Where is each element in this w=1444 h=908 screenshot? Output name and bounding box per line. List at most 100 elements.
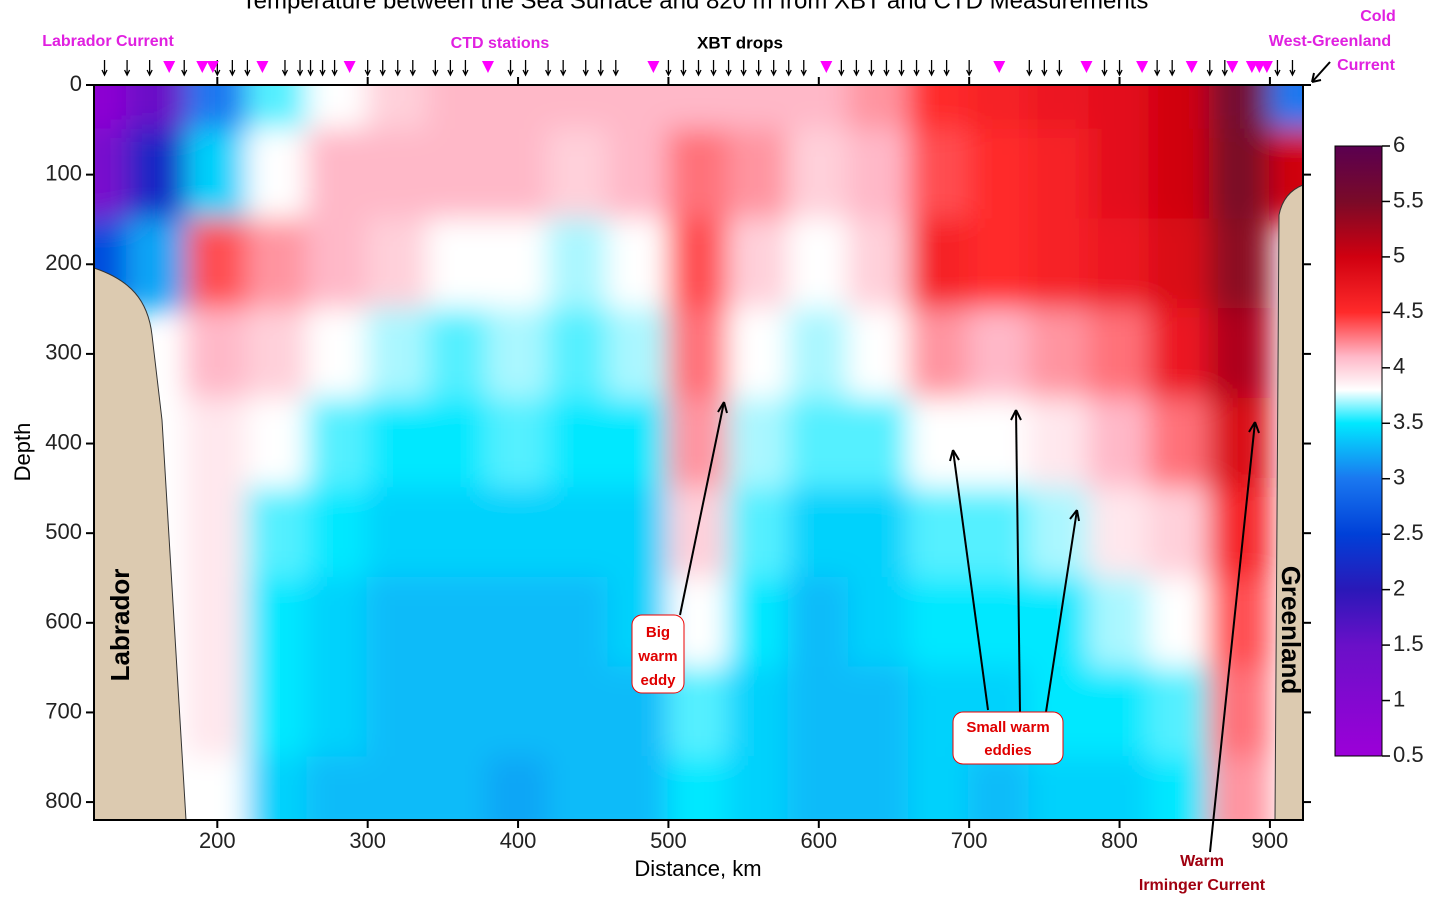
plot-frame xyxy=(93,84,1304,821)
xbt-drop xyxy=(146,60,153,77)
heat-cell xyxy=(1208,218,1271,311)
heat-cell xyxy=(968,128,1031,221)
heat-cell xyxy=(186,487,249,579)
xbt-drop xyxy=(943,60,950,77)
xbt-drop xyxy=(296,60,304,77)
xbt-drop xyxy=(181,60,188,77)
heat-cell xyxy=(246,756,309,820)
heat-cell xyxy=(366,397,429,490)
heat-cell xyxy=(1148,576,1211,669)
heat-cell xyxy=(426,218,489,311)
heat-cell xyxy=(486,128,550,221)
heat-cell xyxy=(246,576,309,669)
heat-cell xyxy=(186,85,249,131)
heat-cell xyxy=(1208,666,1271,759)
heat-cell xyxy=(486,397,550,490)
heat-cell xyxy=(607,487,670,579)
x-tick-label: 800 xyxy=(1101,828,1138,853)
heat-cell xyxy=(426,85,489,131)
heat-cell xyxy=(727,666,790,759)
xbt-drop xyxy=(785,60,792,77)
heat-cell xyxy=(727,308,790,400)
heat-cell xyxy=(306,576,369,669)
heat-cell xyxy=(306,666,369,759)
xbt-drop xyxy=(319,60,326,77)
heat-cell xyxy=(968,308,1031,400)
heat-cell xyxy=(366,487,429,579)
y-tick-label: 200 xyxy=(45,250,82,275)
heat-cell xyxy=(908,128,971,221)
xbt-drop xyxy=(770,60,777,77)
xbt-drop xyxy=(1056,60,1063,77)
heat-cell xyxy=(426,128,489,221)
heat-cell xyxy=(1148,218,1211,311)
xbt-drop xyxy=(394,60,401,77)
heat-cell xyxy=(787,128,850,221)
heat-cell xyxy=(667,128,730,221)
xbt-drop xyxy=(582,60,589,77)
xbt-drop xyxy=(710,60,717,77)
heat-cell xyxy=(968,576,1031,669)
xbt-drop xyxy=(1101,60,1108,77)
y-tick-label: 700 xyxy=(45,698,82,723)
heat-cell xyxy=(306,218,369,311)
x-tick-label: 400 xyxy=(500,828,537,853)
heat-cell xyxy=(607,128,670,221)
xbt-drop xyxy=(281,60,289,77)
xbt-drop xyxy=(725,60,732,77)
xbt-drop xyxy=(522,60,529,77)
heat-cell xyxy=(246,666,309,759)
colorbar xyxy=(1334,145,1383,757)
heat-cell xyxy=(1088,756,1151,820)
heat-cell xyxy=(1088,218,1151,311)
x-tick-label: 300 xyxy=(349,828,386,853)
xbt-drop xyxy=(883,60,890,77)
xbt-drop xyxy=(560,60,567,77)
heat-cell xyxy=(246,128,309,221)
heat-cell xyxy=(306,85,369,131)
xbt-drop xyxy=(800,60,807,77)
x-tick-label: 700 xyxy=(951,828,988,853)
colorbar-tick-label: 4.5 xyxy=(1393,298,1424,323)
heat-cell xyxy=(246,308,309,400)
annotation: XBT drops xyxy=(697,33,783,52)
x-axis-label: Distance, km xyxy=(634,856,761,881)
heat-cell xyxy=(306,397,369,490)
colorbar-tick-label: 0.5 xyxy=(1393,742,1424,767)
heat-cell xyxy=(547,666,610,759)
annotation: eddies xyxy=(984,742,1032,759)
heat-cell xyxy=(186,128,249,221)
ctd-station xyxy=(1245,61,1258,73)
colorbar-tick-label: 4 xyxy=(1393,354,1405,379)
heat-cell xyxy=(968,85,1031,131)
heat-cell xyxy=(787,85,850,131)
heat-cell xyxy=(246,487,309,579)
heat-cell xyxy=(1088,487,1151,579)
xbt-drop xyxy=(665,60,672,77)
heat-cell xyxy=(667,308,730,400)
heat-cell xyxy=(727,128,790,221)
annotation: eddy xyxy=(640,672,676,689)
heat-cell xyxy=(547,128,610,221)
heat-cell xyxy=(366,308,429,400)
heat-cell xyxy=(667,397,730,490)
heat-cell xyxy=(547,218,610,311)
xbt-drop xyxy=(1289,60,1296,77)
x-tick-label: 900 xyxy=(1252,828,1289,853)
heat-cell xyxy=(787,308,850,400)
heat-cell xyxy=(607,756,670,820)
heatmap xyxy=(94,85,1303,820)
heat-cell xyxy=(968,756,1031,820)
heat-cell xyxy=(426,308,489,400)
heat-cell xyxy=(186,218,249,311)
heat-cell xyxy=(908,218,971,311)
xbt-drop xyxy=(1169,60,1176,77)
heat-cell xyxy=(426,397,489,490)
heat-cell xyxy=(426,487,489,579)
heat-cell xyxy=(366,218,429,311)
colorbar-tick-label: 6 xyxy=(1393,132,1405,157)
heat-cell xyxy=(607,85,670,131)
heat-cell xyxy=(186,756,249,820)
colorbar-tick-label: 3.5 xyxy=(1393,409,1424,434)
heat-cell xyxy=(486,756,550,820)
